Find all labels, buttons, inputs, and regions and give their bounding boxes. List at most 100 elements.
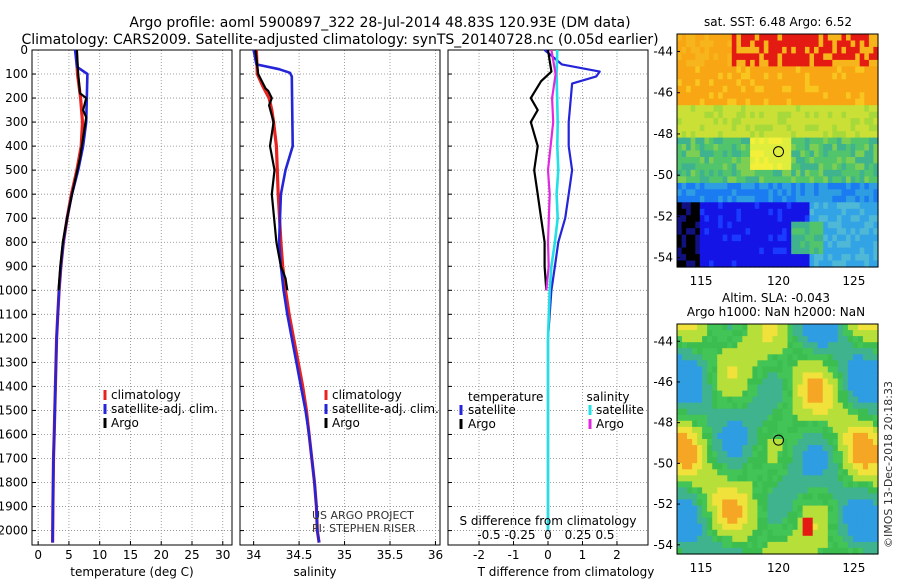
map-cell <box>747 420 753 428</box>
map-cell <box>836 111 843 119</box>
map-cell <box>814 221 820 229</box>
map-cell <box>741 53 747 61</box>
map-cell <box>868 475 874 482</box>
map-cell <box>855 111 861 119</box>
map-cell <box>731 111 737 119</box>
map-cell <box>837 481 844 489</box>
map-cell <box>777 481 784 489</box>
map-cell <box>800 66 806 74</box>
map-cell <box>812 481 819 489</box>
map-cell <box>681 228 687 236</box>
map-cell <box>836 124 843 132</box>
figure-title-line2: Climatology: CARS2009. Satellite-adjuste… <box>21 32 658 48</box>
map-cell <box>836 53 843 61</box>
map-cell <box>864 260 870 268</box>
map-cell <box>772 499 779 507</box>
map-cell <box>827 234 833 242</box>
map-cell <box>686 215 692 223</box>
map-cell <box>842 487 849 495</box>
map-cell <box>792 324 799 331</box>
map-cell <box>850 176 856 184</box>
map-cell <box>686 247 692 255</box>
map-cell <box>699 150 705 158</box>
map-cell <box>797 348 804 355</box>
map-cell <box>692 505 698 513</box>
map-cell <box>727 529 733 537</box>
map-cell <box>792 505 799 513</box>
map-cell <box>747 535 753 543</box>
map-cell <box>702 541 708 549</box>
map-cell <box>737 366 743 374</box>
map-cell <box>750 137 756 145</box>
map-cell <box>682 529 688 537</box>
map-cell <box>742 324 748 331</box>
map-cell <box>817 378 824 386</box>
map-cell <box>692 336 698 343</box>
map-cell <box>702 384 708 392</box>
map-cell <box>750 53 756 61</box>
map-cell <box>731 98 737 106</box>
map-cell <box>697 475 703 482</box>
map-cell <box>713 163 719 171</box>
map-cell <box>717 463 723 470</box>
map-cell <box>797 541 804 549</box>
map-cell <box>807 348 814 355</box>
map-cell <box>792 457 799 464</box>
map-cell <box>791 124 797 132</box>
map-cell <box>782 260 788 268</box>
map-cell <box>681 59 687 67</box>
map-cell <box>695 234 701 242</box>
map-x-tick-label: 120 <box>767 274 790 288</box>
map-cell <box>795 46 801 54</box>
map-cell <box>868 402 874 410</box>
map-cell <box>837 426 844 434</box>
map-cell <box>754 195 760 203</box>
map-cell <box>827 260 833 268</box>
map-cell <box>842 475 849 482</box>
map-cell <box>731 189 737 197</box>
map-cell <box>807 384 814 392</box>
map-cell <box>712 354 718 361</box>
map-cell <box>707 445 713 452</box>
map-cell <box>791 53 797 61</box>
map-cell <box>677 384 683 392</box>
map-cell <box>722 46 728 54</box>
map-cell <box>782 241 788 249</box>
map-cell <box>709 46 715 54</box>
map-cell <box>842 493 849 501</box>
map-cell <box>836 66 843 74</box>
map-cell <box>817 402 824 410</box>
map-cell <box>827 511 834 519</box>
map-cell <box>847 547 854 555</box>
map-cell <box>704 241 710 249</box>
map-cell <box>722 254 728 262</box>
map-cell <box>767 324 774 331</box>
map-cell <box>786 228 792 236</box>
map-cell <box>827 254 833 262</box>
map-cell <box>787 408 794 416</box>
map-cell <box>809 208 815 216</box>
map-cell <box>745 59 751 67</box>
map-cell <box>687 457 693 464</box>
map-cell <box>817 384 824 392</box>
map-cell <box>677 150 683 158</box>
map-cell <box>737 336 743 343</box>
map-cell <box>822 330 829 337</box>
map-cell <box>847 414 854 422</box>
map-cell <box>827 46 833 54</box>
map-cell <box>717 493 723 501</box>
map-cell <box>727 505 733 513</box>
map-y-tick-label: -50 <box>653 168 673 182</box>
map-cell <box>745 79 751 87</box>
map-cell <box>772 169 779 177</box>
map-cell <box>682 414 688 422</box>
map-cell <box>852 432 859 440</box>
map-cell <box>681 124 687 132</box>
map-cell <box>841 182 847 190</box>
map-cell <box>727 408 733 416</box>
map-cell <box>767 360 774 367</box>
map-cell <box>782 487 789 495</box>
map-cell <box>864 72 870 80</box>
map-cell <box>791 189 797 197</box>
map-cell <box>772 131 779 139</box>
